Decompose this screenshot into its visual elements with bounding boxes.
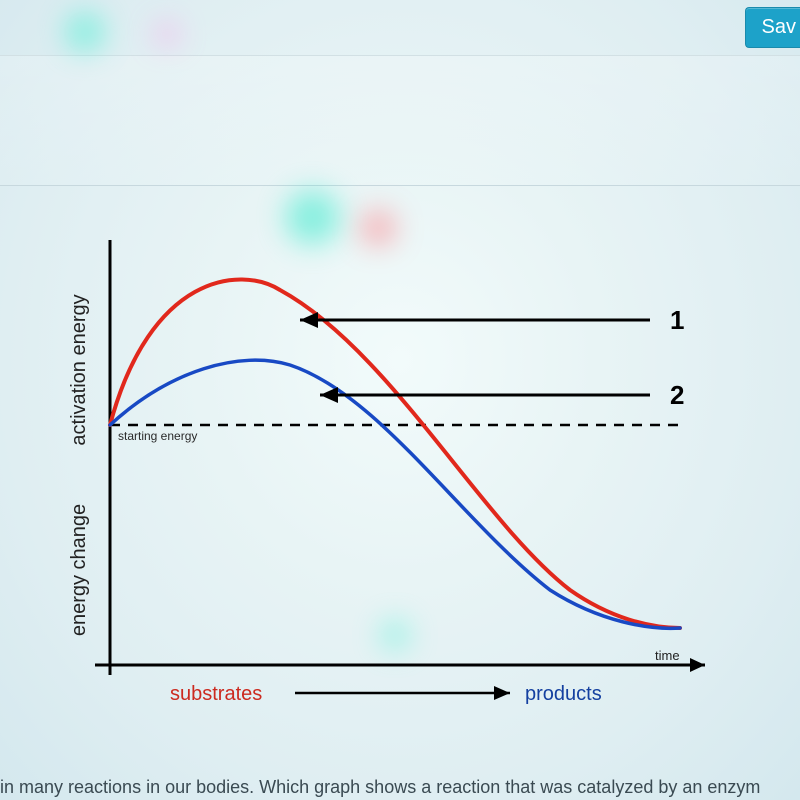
activation-energy-chart: starting energy 1 2 activation energy energy… <box>40 220 760 730</box>
save-button[interactable]: Sav <box>745 7 800 48</box>
callout-arrowhead-2 <box>320 387 338 403</box>
xaxis-time-label: time <box>655 648 680 663</box>
ylabel-change: energy change <box>68 504 90 636</box>
question-text: in many reactions in our bodies. Which g… <box>0 777 760 798</box>
x-axis-arrowhead <box>690 658 705 672</box>
top-toolbar: Sav <box>0 0 800 56</box>
header-band <box>0 55 800 186</box>
xlabel-products: products <box>525 683 602 705</box>
ylabel-activation: activation energy <box>68 294 90 445</box>
xlabel-arrowhead <box>494 686 510 700</box>
curve-curve2 <box>110 360 680 628</box>
callout-arrowhead-1 <box>300 312 318 328</box>
callout-label-1: 1 <box>670 305 684 335</box>
xlabel-substrates: substrates <box>170 683 262 705</box>
callout-label-2: 2 <box>670 380 684 410</box>
curve-curve1 <box>110 279 680 628</box>
starting-energy-label: starting energy <box>118 429 197 443</box>
